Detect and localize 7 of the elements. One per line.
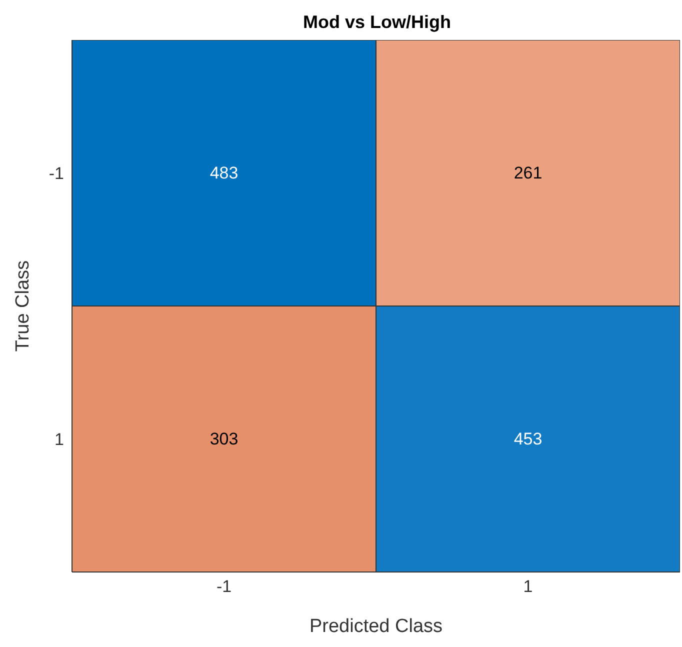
y-axis-title: True Class bbox=[12, 260, 34, 352]
data-label: 303 bbox=[210, 430, 238, 448]
x-axis-title: Predicted Class bbox=[309, 616, 443, 637]
data-label: 261 bbox=[514, 164, 542, 182]
data-label: 483 bbox=[210, 164, 238, 182]
chart-title: Mod vs Low/High bbox=[302, 11, 452, 34]
data-label: 453 bbox=[514, 430, 542, 448]
